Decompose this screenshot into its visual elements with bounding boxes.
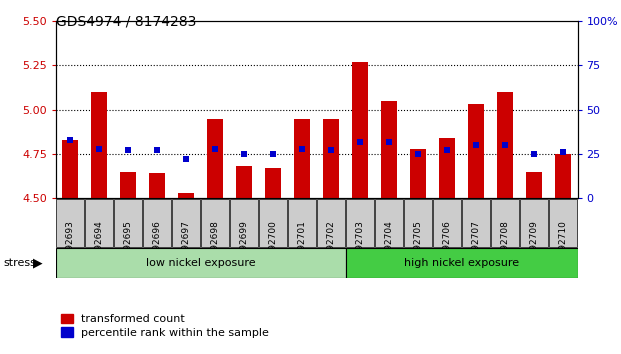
FancyBboxPatch shape	[346, 248, 578, 278]
FancyBboxPatch shape	[86, 199, 113, 247]
Bar	[439, 138, 455, 198]
Bar	[91, 92, 107, 198]
Text: GSM992706: GSM992706	[443, 221, 451, 275]
Text: GSM992710: GSM992710	[558, 221, 568, 275]
FancyBboxPatch shape	[201, 199, 229, 247]
Bar	[323, 119, 339, 198]
FancyBboxPatch shape	[433, 199, 461, 247]
Text: GSM992703: GSM992703	[356, 221, 365, 275]
Text: GSM992694: GSM992694	[95, 221, 104, 275]
Bar	[62, 140, 78, 198]
Bar	[236, 166, 252, 198]
Text: GSM992699: GSM992699	[240, 221, 249, 275]
Text: GSM992696: GSM992696	[153, 221, 162, 275]
FancyBboxPatch shape	[404, 199, 432, 247]
Text: stress: stress	[3, 258, 36, 268]
FancyBboxPatch shape	[173, 199, 200, 247]
FancyBboxPatch shape	[347, 199, 374, 247]
Text: GSM992693: GSM992693	[66, 221, 75, 275]
FancyBboxPatch shape	[56, 248, 346, 278]
Text: GDS4974 / 8174283: GDS4974 / 8174283	[56, 14, 196, 28]
Bar	[410, 149, 426, 198]
Text: ▶: ▶	[33, 257, 42, 269]
FancyBboxPatch shape	[114, 199, 142, 247]
Bar	[178, 193, 194, 198]
Text: GSM992707: GSM992707	[471, 221, 481, 275]
Bar	[526, 172, 542, 198]
Bar	[207, 119, 223, 198]
Bar	[555, 154, 571, 198]
FancyBboxPatch shape	[549, 199, 577, 247]
FancyBboxPatch shape	[491, 199, 519, 247]
Text: GSM992705: GSM992705	[414, 221, 423, 275]
Text: GSM992708: GSM992708	[501, 221, 510, 275]
FancyBboxPatch shape	[375, 199, 403, 247]
FancyBboxPatch shape	[520, 199, 548, 247]
Bar	[265, 168, 281, 198]
FancyBboxPatch shape	[260, 199, 287, 247]
Text: GSM992698: GSM992698	[211, 221, 220, 275]
Bar	[149, 173, 165, 198]
Text: GSM992695: GSM992695	[124, 221, 133, 275]
FancyBboxPatch shape	[230, 199, 258, 247]
Text: GSM992697: GSM992697	[182, 221, 191, 275]
Text: low nickel exposure: low nickel exposure	[146, 258, 256, 268]
Text: GSM992702: GSM992702	[327, 221, 336, 275]
FancyBboxPatch shape	[57, 199, 84, 247]
Bar	[294, 119, 310, 198]
Bar	[468, 104, 484, 198]
Bar	[381, 101, 397, 198]
FancyBboxPatch shape	[462, 199, 490, 247]
FancyBboxPatch shape	[143, 199, 171, 247]
Text: high nickel exposure: high nickel exposure	[404, 258, 519, 268]
FancyBboxPatch shape	[317, 199, 345, 247]
Text: GSM992704: GSM992704	[384, 221, 394, 275]
Legend: transformed count, percentile rank within the sample: transformed count, percentile rank withi…	[61, 314, 270, 338]
Text: GSM992701: GSM992701	[297, 221, 307, 275]
Bar	[352, 62, 368, 198]
Text: GSM992700: GSM992700	[269, 221, 278, 275]
Bar	[120, 172, 136, 198]
FancyBboxPatch shape	[288, 199, 316, 247]
Text: GSM992709: GSM992709	[530, 221, 538, 275]
Bar	[497, 92, 513, 198]
